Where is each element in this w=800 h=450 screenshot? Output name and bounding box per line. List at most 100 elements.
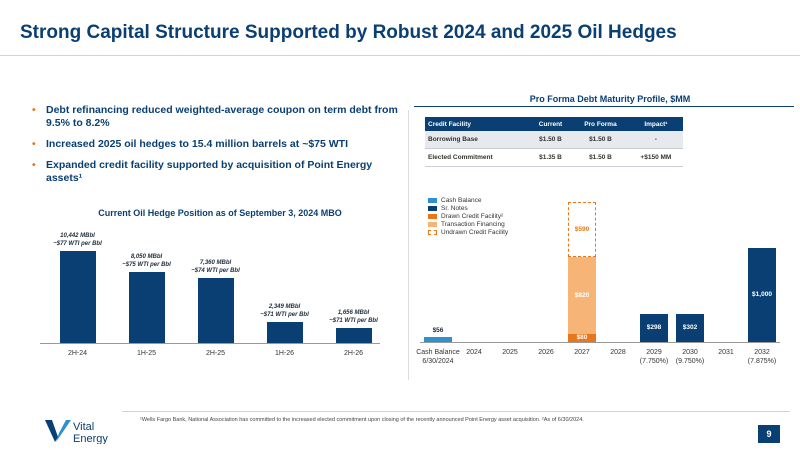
table-cell: - (628, 131, 683, 149)
legend-item: Drawn Credit Facility² (428, 212, 508, 220)
debt-data-label: $56 (432, 326, 444, 334)
legend-label: Undrawn Credit Facility (441, 228, 509, 236)
legend-swatch (428, 229, 437, 235)
hedge-bar (197, 278, 234, 343)
hedge-price-label: ~$71 WTI per Bbl (260, 312, 309, 319)
hedge-data-label: 7,360 MBbl (199, 260, 232, 267)
debt-tick-label: 2027 (574, 349, 590, 356)
legend-item: Sr. Notes (428, 204, 508, 212)
bullet-item: • Increased 2025 oil hedges to 15.4 milli… (32, 138, 402, 151)
column-header: Current (528, 117, 573, 131)
credit-facility-table: Credit Facility Current Pro Forma Impact… (425, 117, 683, 167)
debt-data-label: $820 (574, 291, 590, 299)
legend-swatch (428, 205, 437, 211)
table-row: Borrowing Base $1.50 B $1.50 B - (425, 131, 683, 149)
legend-label: Transaction Financing (441, 220, 505, 228)
hedge-chart-title: Current Oil Hedge Position as of Septemb… (98, 208, 342, 218)
legend-label: Drawn Credit Facility² (441, 212, 504, 220)
debt-tick-label: 2028 (610, 349, 626, 356)
column-header: Credit Facility (425, 117, 529, 131)
legend-label: Cash Balance (441, 196, 482, 204)
legend-swatch (428, 213, 437, 219)
table-cell: $1.50 B (528, 131, 573, 149)
legend-item: Undrawn Credit Facility (428, 228, 508, 236)
debt-bar (640, 314, 668, 342)
legend-label: Sr. Notes (441, 204, 468, 212)
hedge-tick-label: 1H-26 (274, 350, 295, 357)
table-cell: $1.35 B (528, 148, 573, 167)
legend-item: Transaction Financing (428, 220, 508, 228)
column-divider (408, 110, 409, 380)
hedge-chart-axis (40, 343, 380, 344)
key-points-list: • Debt refinancing reduced weighted-avera… (32, 104, 402, 193)
logo-text-line1: Vital (73, 421, 94, 433)
debt-data-label: $590 (574, 225, 590, 233)
debt-data-label: $302 (682, 323, 698, 331)
debt-bar (748, 248, 776, 342)
hedge-bar (59, 251, 96, 343)
table-row: Elected Commitment $1.35 B $1.50 B +$150… (425, 148, 683, 167)
debt-chart-axis (420, 342, 780, 343)
debt-data-label: $1,000 (752, 291, 772, 299)
legend-item: Cash Balance (428, 196, 508, 204)
debt-bar (568, 334, 596, 342)
table-cell: +$150 MM (628, 148, 683, 167)
hedge-price-label: ~$71 WTI per Bbl (329, 318, 378, 325)
hedge-bar (335, 328, 372, 343)
debt-data-label: $80 (576, 334, 588, 342)
debt-tick-label: 2025 (502, 349, 518, 356)
debt-tick-label: 2030 (9.750%) (675, 349, 705, 365)
debt-bar (568, 202, 596, 258)
footer-divider (122, 411, 790, 412)
debt-tick-label: 2026 (538, 349, 554, 356)
debt-title-underline (414, 106, 794, 107)
bullet-item: • Expanded credit facility supported by a… (32, 159, 402, 185)
hedge-price-label: ~$77 WTI per Bbl (53, 241, 102, 248)
debt-tick-label: 2032 (7.875%) (747, 349, 777, 365)
debt-chart-legend: Cash Balance Sr. Notes Drawn Credit Faci… (428, 196, 508, 236)
debt-bar (424, 336, 452, 342)
bullet-icon: • (32, 138, 36, 150)
company-logo: Vital Energy (45, 418, 135, 449)
hedge-data-label: 10,442 MBbl (60, 233, 95, 240)
hedge-tick-label: 2H-26 (343, 350, 364, 357)
table-cell: $1.50 B (572, 131, 629, 149)
hedge-price-label: ~$74 WTI per Bbl (191, 268, 240, 275)
legend-swatch (428, 197, 437, 203)
bullet-text: Increased 2025 oil hedges to 15.4 millio… (46, 138, 348, 150)
hedge-data-label: 8,050 MBbl (130, 254, 163, 261)
hedge-tick-label: 2H-24 (67, 350, 88, 357)
page-number: 9 (758, 425, 780, 443)
hedge-tick-label: 2H-25 (205, 350, 226, 357)
table-header-row: Credit Facility Current Pro Forma Impact… (425, 117, 683, 131)
title-divider (0, 55, 800, 56)
table-cell: Borrowing Base (425, 131, 529, 149)
column-header: Pro Forma (572, 117, 629, 131)
column-header: Impact¹ (628, 117, 683, 131)
hedge-bar (128, 272, 165, 343)
bullet-text: Debt refinancing reduced weighted-averag… (46, 104, 398, 129)
table-cell: Elected Commitment (425, 148, 529, 167)
debt-tick-label: Cash Balance 6/30/2024 (416, 349, 460, 365)
debt-bar (676, 313, 704, 342)
page-title: Strong Capital Structure Supported by Ro… (20, 22, 677, 43)
bullet-text: Expanded credit facility supported by ac… (46, 159, 373, 184)
footnote: ¹Wells Fargo Bank, National Association … (140, 417, 584, 423)
debt-bar (568, 257, 596, 335)
hedge-bar (266, 322, 303, 343)
debt-tick-label: 2024 (466, 349, 482, 356)
hedge-data-label: 2,349 MBbl (268, 304, 301, 311)
legend-swatch (428, 221, 437, 227)
debt-tick-label: 2031 (718, 349, 734, 356)
logo-mark-icon: Vital Energy (45, 420, 108, 445)
bullet-icon: • (32, 159, 36, 171)
debt-data-label: $298 (646, 324, 662, 331)
bullet-icon: • (32, 104, 36, 116)
hedge-price-label: ~$75 WTI per Bbl (122, 262, 171, 269)
bullet-item: • Debt refinancing reduced weighted-avera… (32, 104, 402, 130)
hedge-tick-label: 1H-25 (136, 350, 157, 357)
table-cell: $1.50 B (572, 148, 629, 167)
debt-chart-title: Pro Forma Debt Maturity Profile, $MM (529, 94, 691, 104)
logo-text-line2: Energy (73, 433, 108, 444)
debt-tick-label: 2029 (7.750%) (639, 349, 669, 365)
